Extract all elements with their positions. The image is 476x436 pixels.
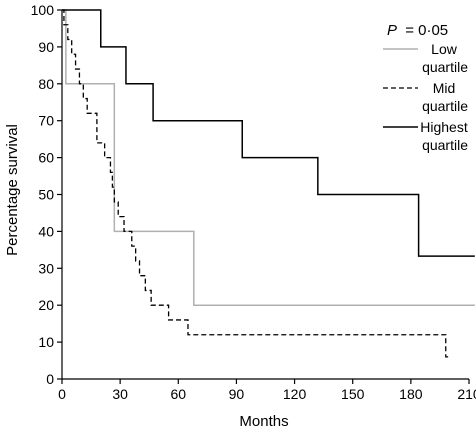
series-line-low <box>62 9 475 306</box>
ticks: 0 10 20 30 40 50 60 70 80 90 100 0 30 60 90 120 150 180 21… <box>31 2 476 402</box>
x-axis-label: Months <box>239 413 288 430</box>
x-tick-label: 180 <box>399 386 423 402</box>
legend-label: quartile <box>422 98 468 114</box>
y-tick-label: 50 <box>38 187 54 203</box>
y-tick-label: 80 <box>38 76 54 92</box>
legend-label: Highest <box>420 119 468 135</box>
series-line-highest <box>62 9 475 257</box>
p-label: P <box>387 22 397 39</box>
series-line-mid <box>62 9 450 358</box>
y-tick-label: 90 <box>38 39 54 55</box>
x-tick-label: 210 <box>457 386 476 402</box>
x-tick-label: 120 <box>283 386 307 402</box>
y-tick-label: 100 <box>31 2 55 18</box>
legend: P = 0·05 Low quartile Mid quartile Highest qu… <box>383 22 468 153</box>
y-tick-label: 20 <box>38 297 54 313</box>
y-tick-label: 40 <box>38 223 54 239</box>
y-tick-label: 70 <box>38 113 54 129</box>
x-tick-label: 150 <box>341 386 365 402</box>
x-tick-label: 90 <box>229 386 245 402</box>
x-tick-label: 60 <box>170 386 186 402</box>
x-tick-label: 0 <box>58 386 66 402</box>
legend-label: Mid <box>433 80 456 96</box>
legend-label: quartile <box>422 59 468 75</box>
legend-label: Low <box>431 41 458 57</box>
y-axis-label: Percentage survival <box>4 124 21 256</box>
p-value: = 0·05 <box>405 22 448 39</box>
y-tick-label: 0 <box>46 371 54 387</box>
series-lines <box>62 9 475 358</box>
y-tick-label: 30 <box>38 260 54 276</box>
y-tick-label: 10 <box>38 334 54 350</box>
x-tick-label: 30 <box>112 386 128 402</box>
y-tick-label: 60 <box>38 150 54 166</box>
p-annotation: P = 0·05 <box>387 22 448 39</box>
legend-label: quartile <box>422 137 468 153</box>
